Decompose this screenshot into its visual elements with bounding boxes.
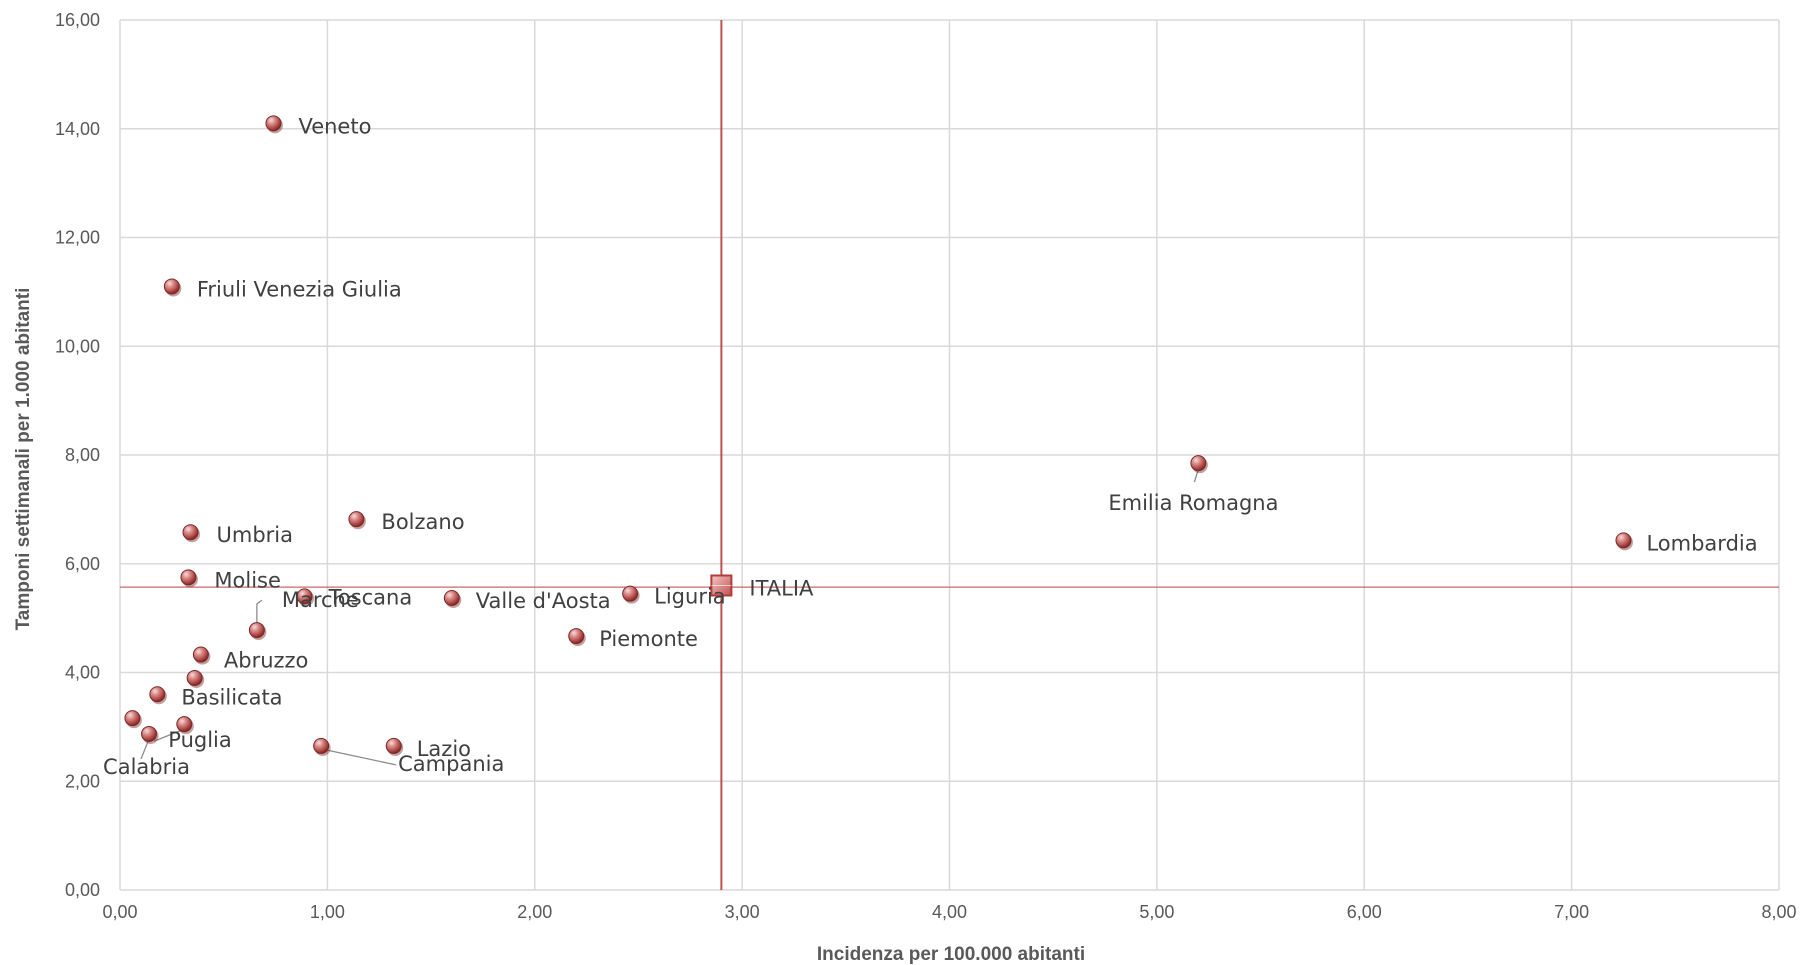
data-point [163, 278, 180, 295]
point-label: Lazio [417, 737, 471, 761]
x-tick-label: 7,00 [1554, 902, 1589, 922]
x-tick-label: 4,00 [932, 902, 967, 922]
data-point [348, 511, 365, 528]
point-label: Calabria [103, 755, 190, 779]
data-point [385, 737, 402, 754]
point-label: Marche [282, 588, 359, 612]
data-point [176, 716, 193, 733]
point-label: Liguria [654, 585, 726, 609]
point-label: Bolzano [381, 510, 464, 534]
x-tick-label: 8,00 [1761, 902, 1796, 922]
data-point [141, 725, 158, 742]
point-label: Veneto [298, 114, 371, 138]
data-point [443, 590, 460, 607]
point-label: Basilicata [181, 685, 282, 709]
point-label: Lombardia [1646, 531, 1757, 555]
x-tick-label: 6,00 [1347, 902, 1382, 922]
y-tick-label: 10,00 [55, 336, 100, 356]
data-point [622, 585, 639, 602]
y-tick-label: 6,00 [65, 554, 100, 574]
point-label: Valle d'Aosta [476, 589, 611, 613]
leader-line [321, 748, 397, 766]
y-tick-label: 14,00 [55, 119, 100, 139]
data-point [248, 622, 265, 639]
x-tick-label: 1,00 [310, 902, 345, 922]
data-point [124, 710, 141, 727]
point-label: Friuli Venezia Giulia [197, 277, 402, 301]
point-labels: Veneto Friuli Venezia Giulia Bolzano Umbria… [103, 114, 1758, 779]
data-point [313, 737, 330, 754]
point-label: Puglia [168, 728, 231, 752]
point-label: Toscana [328, 585, 413, 609]
y-axis-ticks: 0,00 2,00 4,00 6,00 8,00 10,00 12,00 14,00 16,00 [55, 10, 100, 900]
y-tick-label: 4,00 [65, 663, 100, 683]
data-point [182, 524, 199, 541]
data-point [1190, 455, 1207, 472]
data-points [124, 115, 1633, 756]
point-label: Campania [398, 752, 504, 776]
data-point [186, 669, 203, 686]
data-point [568, 628, 585, 645]
y-tick-label: 16,00 [55, 10, 100, 30]
x-tick-label: 3,00 [725, 902, 760, 922]
point-label: Umbria [217, 523, 294, 547]
leader-line [256, 599, 263, 625]
x-axis-title: Incidenza per 100.000 abitanti [817, 944, 1085, 965]
y-tick-label: 0,00 [65, 880, 100, 900]
leader-line [154, 728, 185, 742]
data-point [192, 646, 209, 663]
x-axis-ticks: 0,00 1,00 2,00 3,00 4,00 5,00 6,00 7,00 8,00 [102, 902, 1796, 922]
y-tick-label: 2,00 [65, 771, 100, 791]
point-label: ITALIA [749, 577, 814, 601]
data-point [296, 588, 313, 605]
data-point [149, 686, 166, 703]
point-label: Emilia Romagna [1108, 491, 1278, 515]
y-tick-label: 12,00 [55, 228, 100, 248]
data-point [180, 569, 197, 586]
point-label: Piemonte [599, 627, 698, 651]
reference-lines [120, 20, 1779, 890]
x-tick-label: 0,00 [102, 902, 137, 922]
grid [119, 19, 1780, 891]
x-tick-label: 5,00 [1139, 902, 1174, 922]
y-axis-title: Tamponi settimanali per 1.000 abitanti [13, 288, 34, 631]
x-tick-label: 2,00 [517, 902, 552, 922]
data-point [1615, 532, 1632, 549]
point-label: Abruzzo [224, 649, 309, 673]
label-leader-lines [140, 468, 1199, 766]
leader-line [140, 738, 150, 760]
y-tick-label: 8,00 [65, 445, 100, 465]
leader-line [1193, 468, 1199, 483]
data-point [265, 115, 282, 132]
point-label: Molise [214, 568, 281, 592]
